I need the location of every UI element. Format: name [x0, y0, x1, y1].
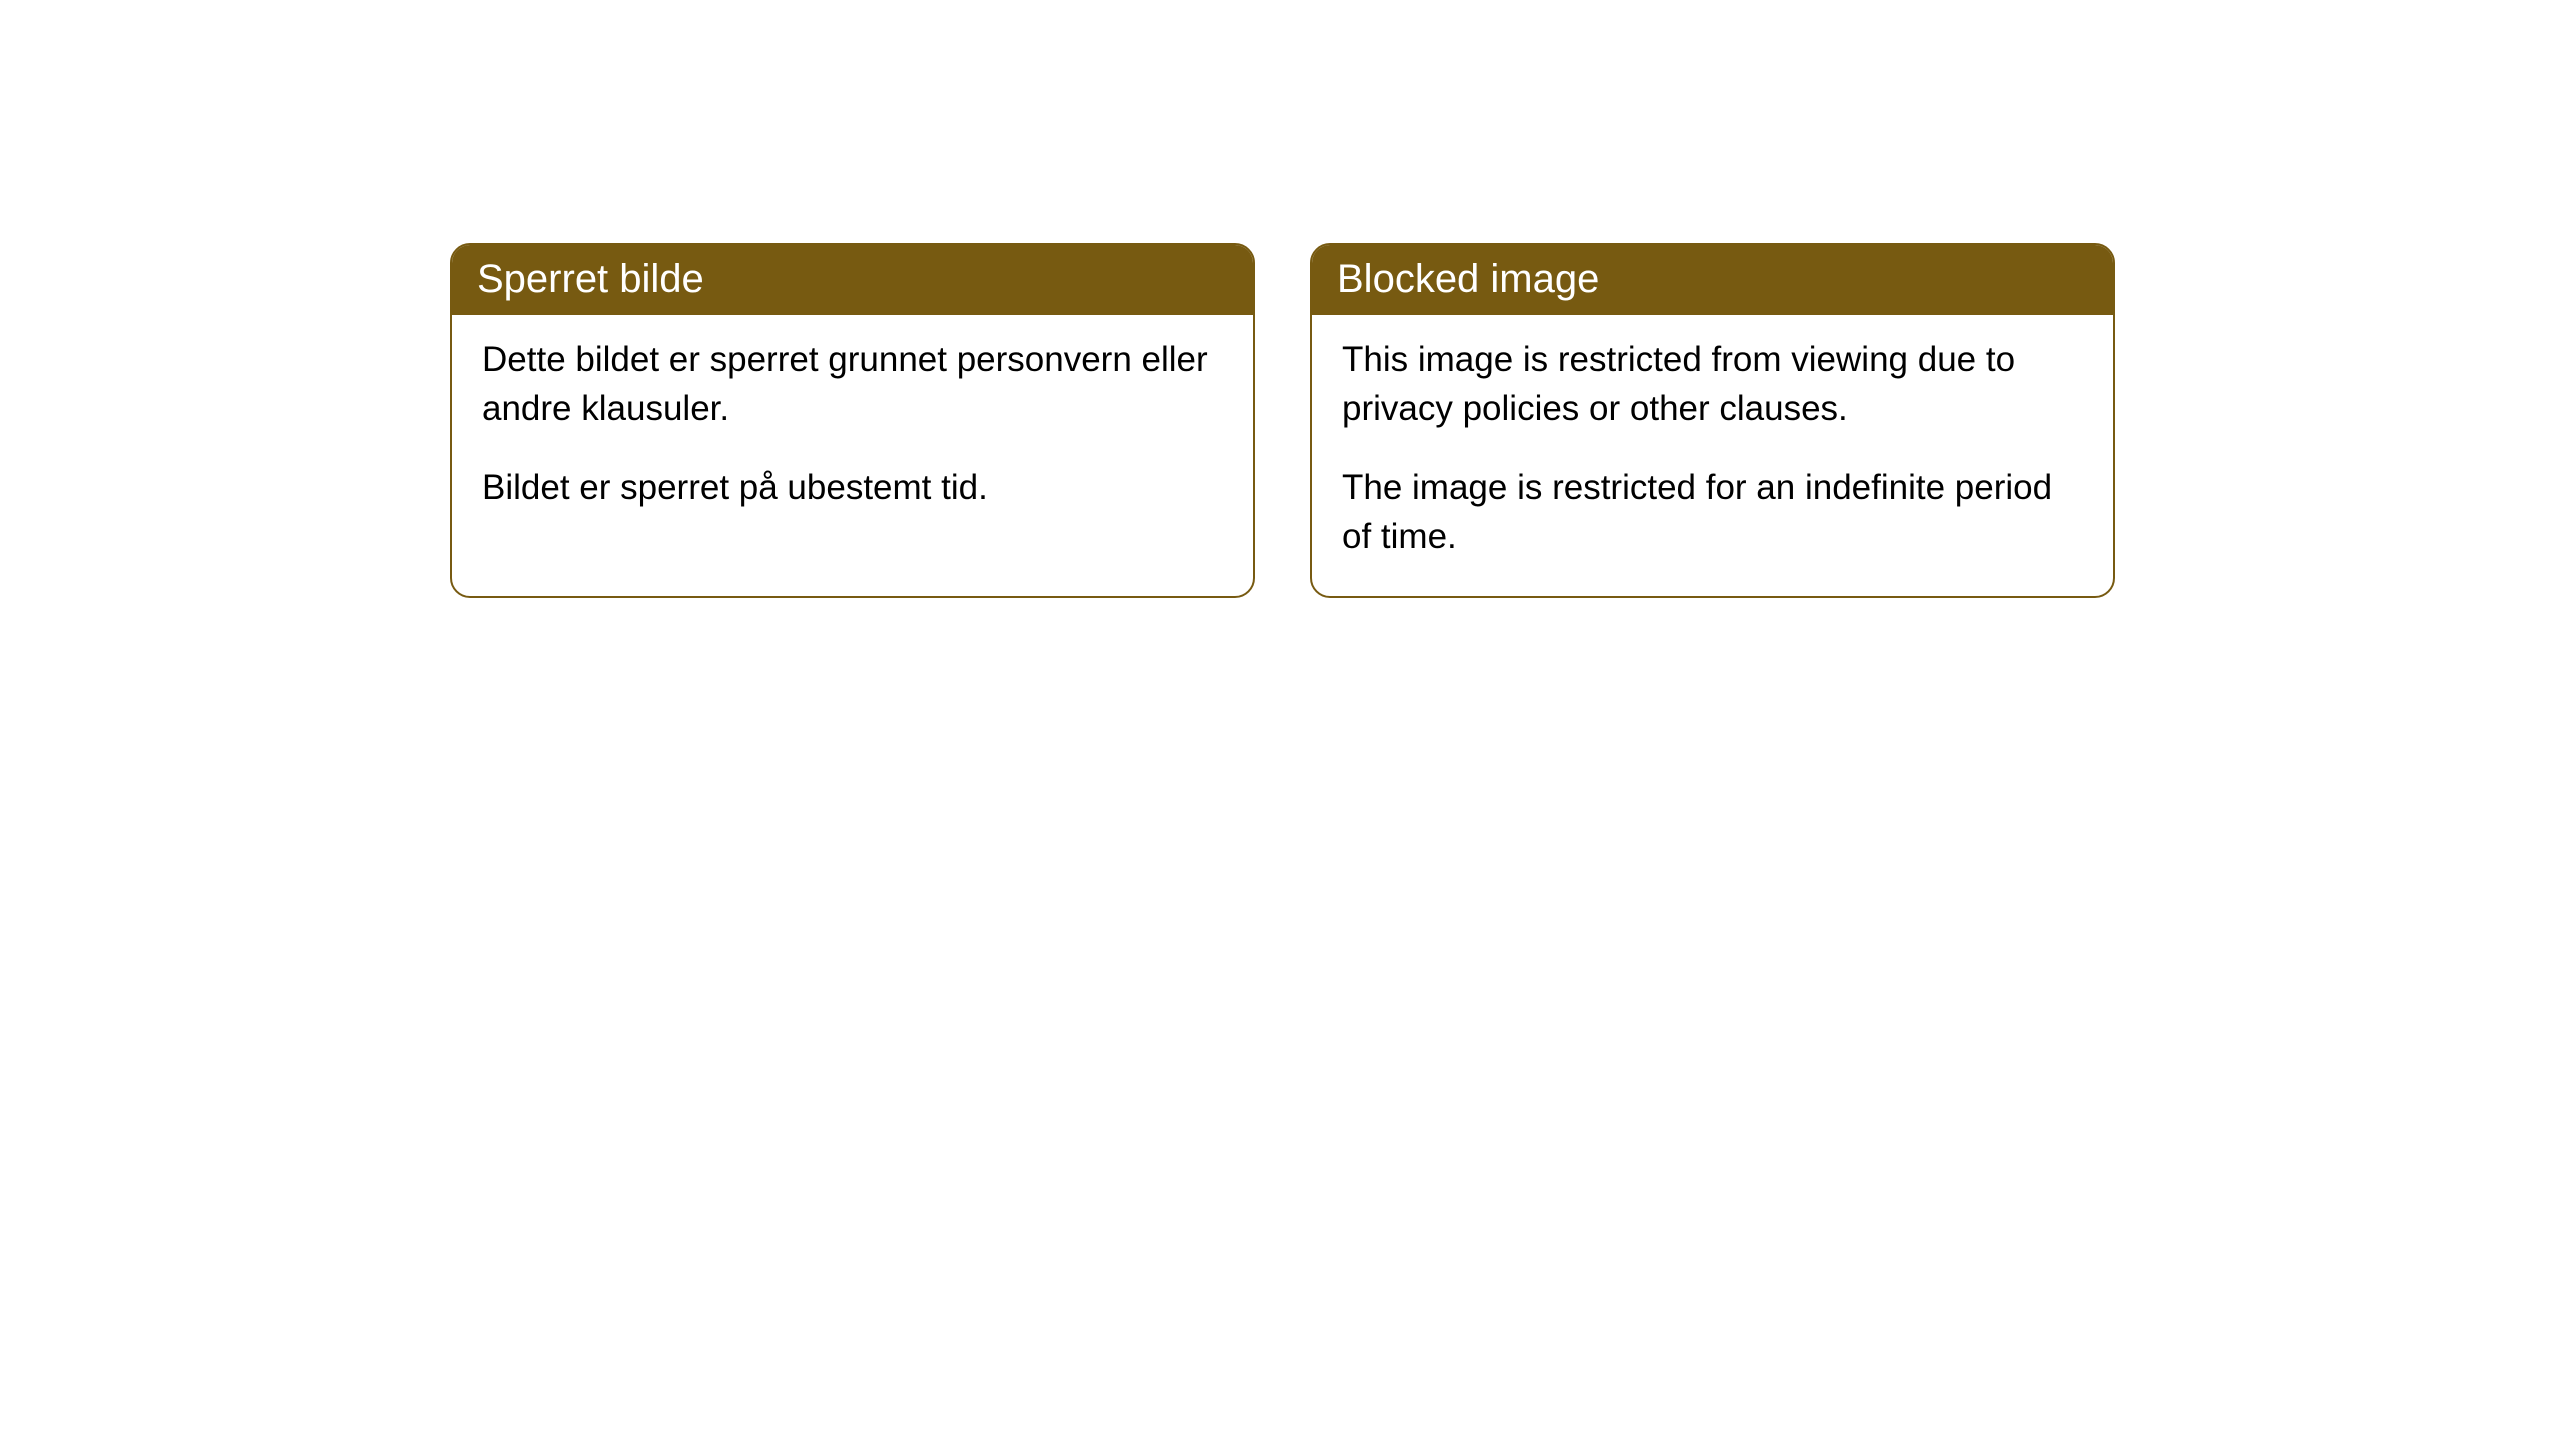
card-paragraph: Bildet er sperret på ubestemt tid.	[482, 463, 1223, 512]
blocked-image-card-norwegian: Sperret bilde Dette bildet er sperret gr…	[450, 243, 1255, 598]
blocked-image-card-english: Blocked image This image is restricted f…	[1310, 243, 2115, 598]
card-header: Sperret bilde	[452, 245, 1253, 315]
card-paragraph: This image is restricted from viewing du…	[1342, 335, 2083, 433]
card-paragraph: The image is restricted for an indefinit…	[1342, 463, 2083, 561]
card-header: Blocked image	[1312, 245, 2113, 315]
card-paragraph: Dette bildet er sperret grunnet personve…	[482, 335, 1223, 433]
notice-cards-container: Sperret bilde Dette bildet er sperret gr…	[450, 243, 2115, 598]
card-body: Dette bildet er sperret grunnet personve…	[452, 315, 1253, 547]
card-title: Blocked image	[1337, 257, 1599, 301]
card-body: This image is restricted from viewing du…	[1312, 315, 2113, 596]
card-title: Sperret bilde	[477, 257, 704, 301]
